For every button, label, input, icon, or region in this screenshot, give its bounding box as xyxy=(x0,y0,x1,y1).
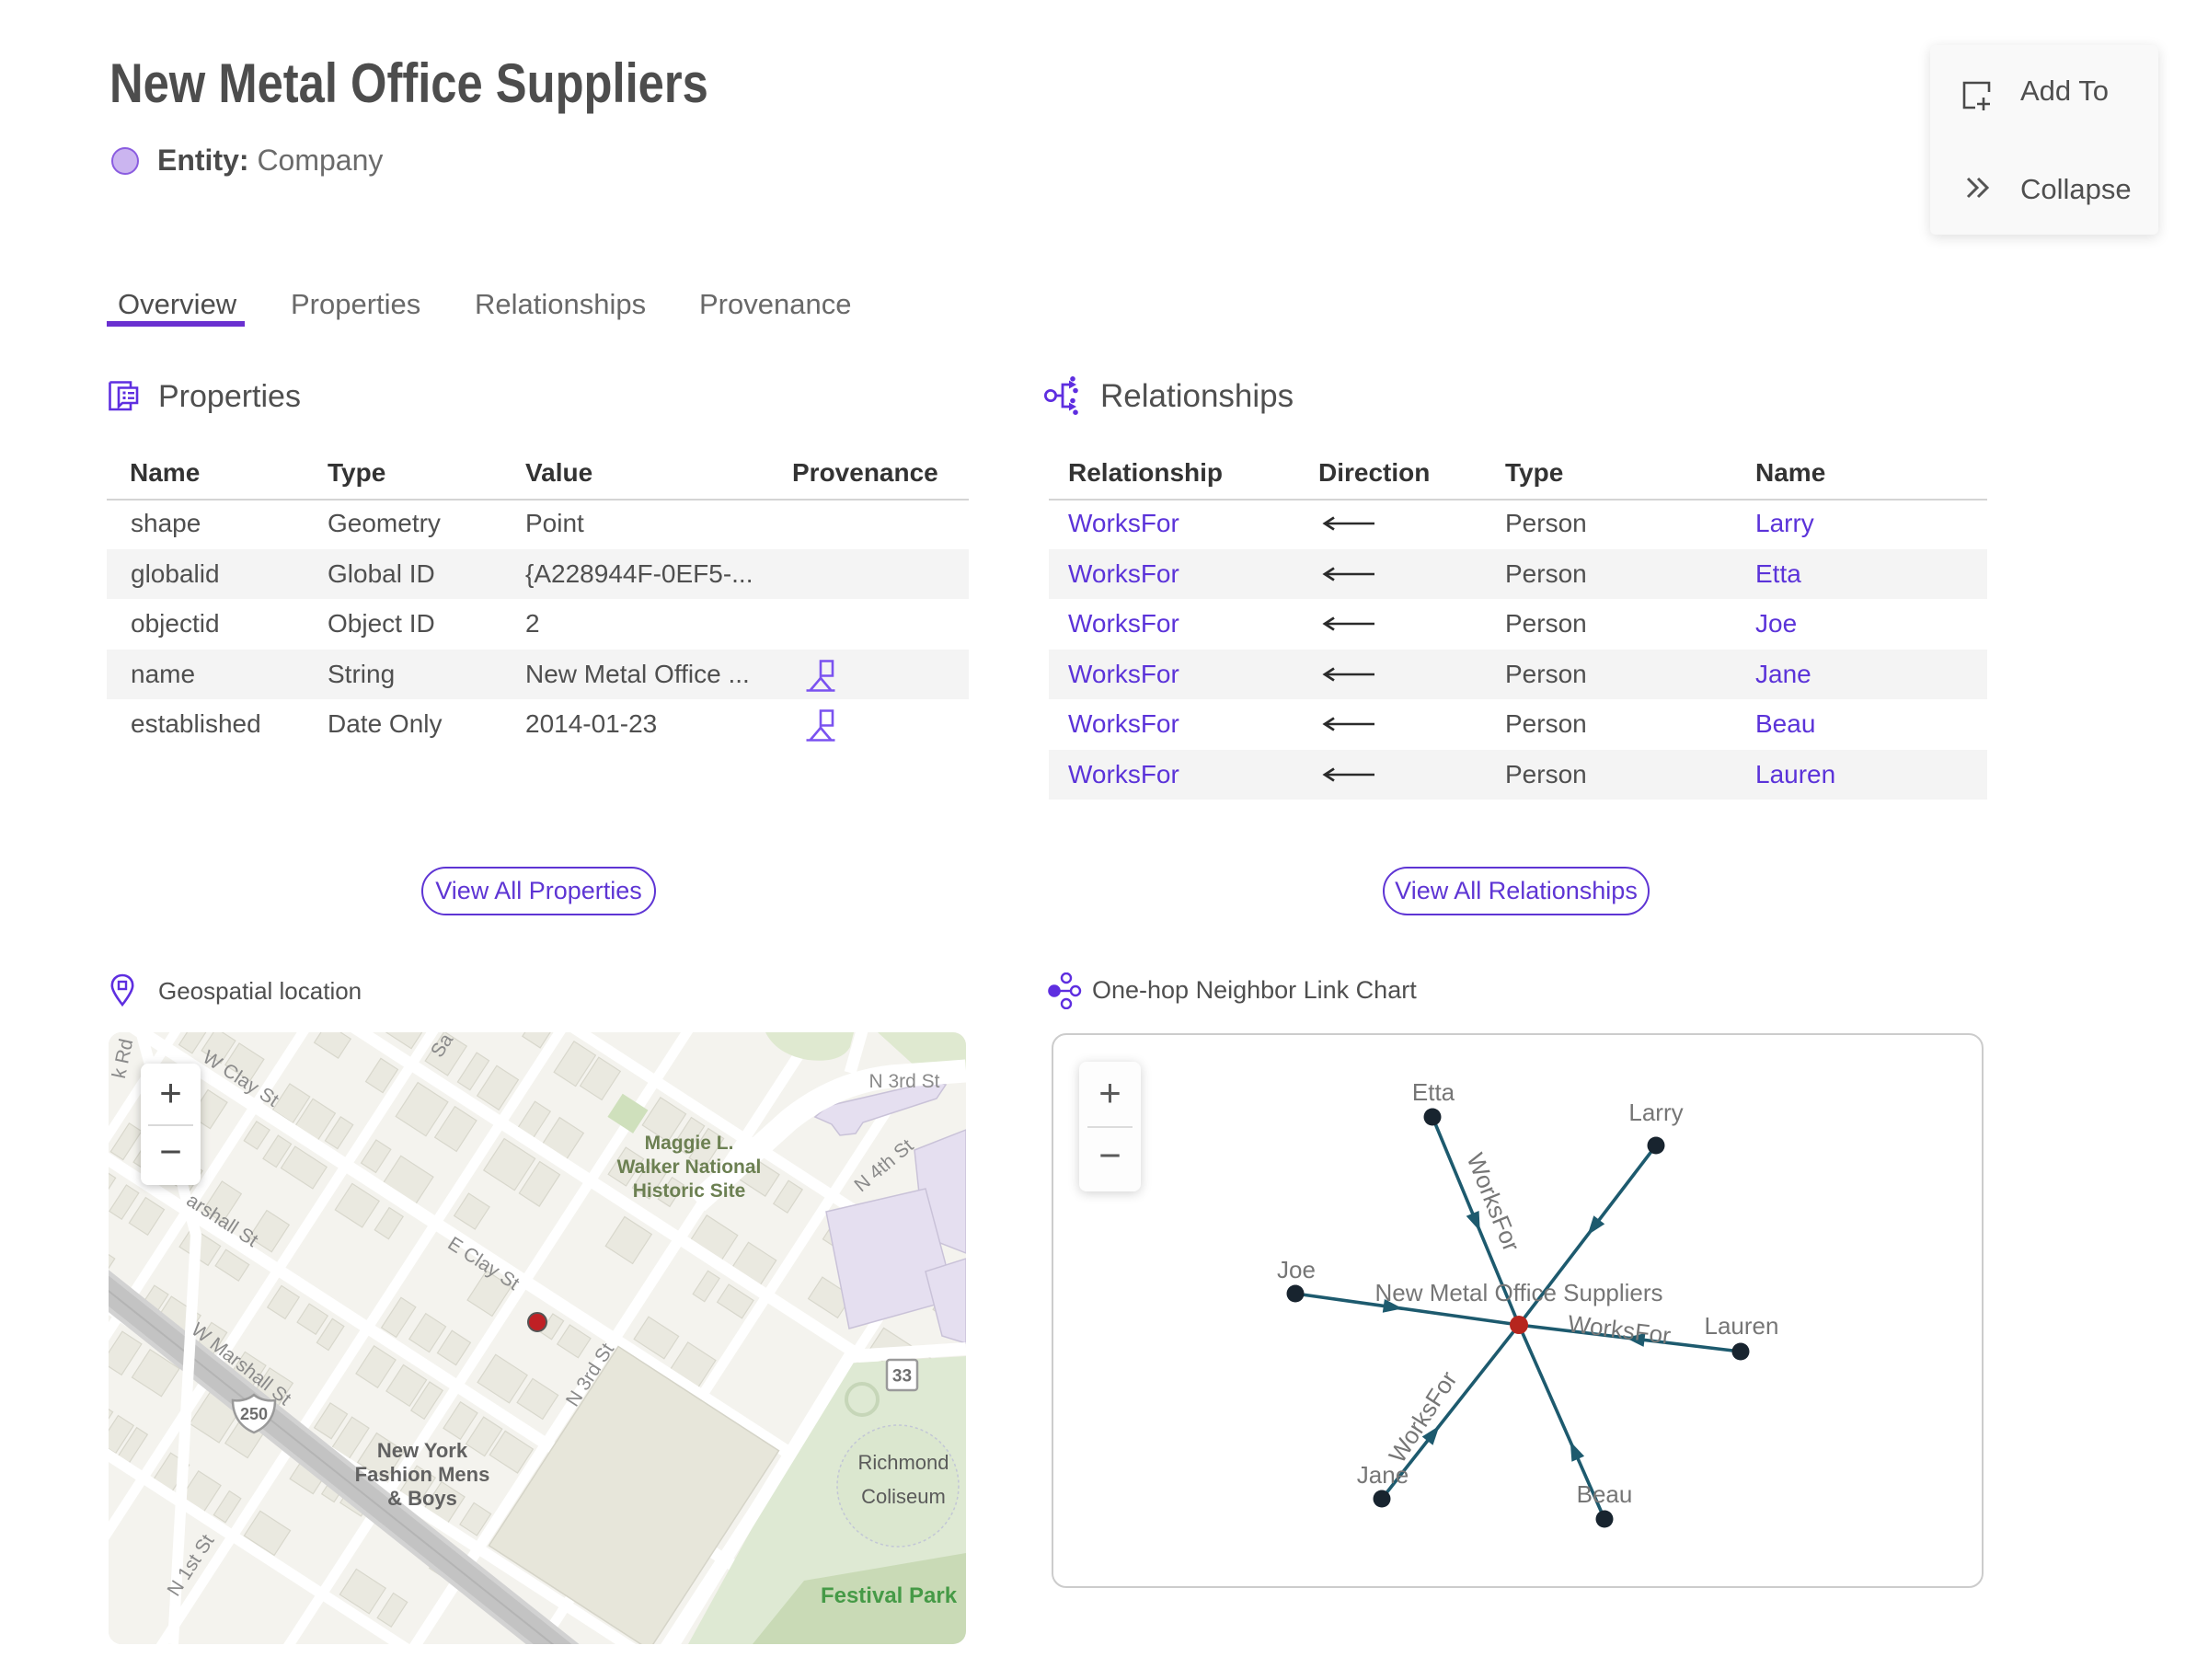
svg-text:Lauren: Lauren xyxy=(1705,1312,1779,1340)
svg-text:33: 33 xyxy=(892,1367,912,1387)
svg-text:& Boys: & Boys xyxy=(387,1487,457,1510)
svg-text:New Metal Office Suppliers: New Metal Office Suppliers xyxy=(1374,1279,1662,1306)
svg-text:Festival Park: Festival Park xyxy=(821,1583,958,1608)
svg-text:WorksFor: WorksFor xyxy=(1461,1149,1525,1256)
svg-text:Coliseum: Coliseum xyxy=(861,1485,946,1508)
svg-text:WorksFor: WorksFor xyxy=(1383,1366,1462,1468)
svg-text:Larry: Larry xyxy=(1628,1099,1683,1126)
svg-text:N 3rd St: N 3rd St xyxy=(868,1071,939,1092)
svg-text:Joe: Joe xyxy=(1277,1256,1316,1283)
svg-text:New York: New York xyxy=(377,1439,468,1462)
svg-text:Historic Site: Historic Site xyxy=(633,1180,746,1202)
svg-text:250: 250 xyxy=(240,1405,268,1423)
svg-text:Beau: Beau xyxy=(1577,1480,1633,1508)
svg-text:Jane: Jane xyxy=(1357,1461,1409,1489)
svg-text:Maggie L.: Maggie L. xyxy=(645,1133,734,1154)
svg-text:Fashion Mens: Fashion Mens xyxy=(355,1463,490,1486)
svg-text:WorksFor: WorksFor xyxy=(1567,1309,1673,1349)
svg-text:Etta: Etta xyxy=(1412,1078,1455,1106)
svg-text:Richmond: Richmond xyxy=(857,1451,949,1474)
svg-text:Walker National: Walker National xyxy=(617,1156,762,1178)
